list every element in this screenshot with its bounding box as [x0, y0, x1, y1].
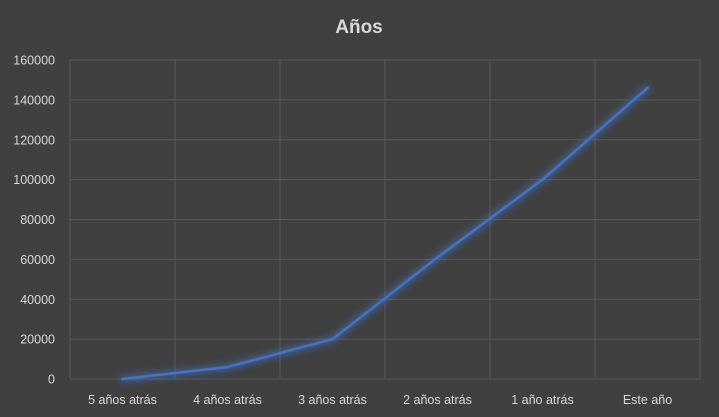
y-tick-label: 80000: [20, 213, 55, 227]
data-point: [646, 86, 649, 90]
x-tick-label: 1 año atrás: [511, 393, 574, 407]
y-tick-label: 120000: [13, 133, 55, 147]
y-tick-label: 140000: [13, 93, 55, 107]
data-point: [331, 337, 334, 341]
y-tick-label: 40000: [20, 293, 55, 307]
x-tick-label: 4 años atrás: [193, 393, 262, 407]
series-line-path: [121, 86, 649, 381]
series-line: [119, 84, 651, 383]
x-tick-label: 2 años atrás: [403, 393, 472, 407]
x-tick-label: Este año: [623, 393, 672, 407]
y-tick-label: 160000: [13, 54, 55, 68]
x-axis-tick-labels: 5 años atrás 4 años atrás 3 años atrás 2 añ…: [88, 393, 672, 407]
y-tick-label: 20000: [20, 333, 55, 347]
y-tick-label: 60000: [20, 253, 55, 267]
x-tick-label: 5 años atrás: [88, 393, 157, 407]
x-tick-label: 3 años atrás: [298, 393, 367, 407]
data-point: [226, 365, 229, 369]
y-tick-label: 0: [48, 373, 55, 387]
data-point: [121, 377, 124, 381]
y-tick-label: 100000: [13, 173, 55, 187]
data-point: [541, 178, 544, 181]
gridlines: [69, 59, 701, 380]
data-point: [436, 256, 439, 259]
y-axis-tick-labels: 0 20000 40000 60000 80000 100000 120000 140000 1…: [13, 54, 55, 387]
chart-title: Años: [335, 17, 383, 38]
